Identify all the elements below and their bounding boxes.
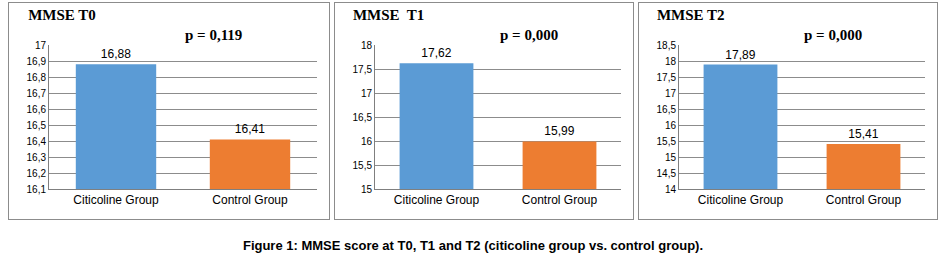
svg-text:17: 17 <box>361 88 373 99</box>
svg-text:16,2: 16,2 <box>27 168 47 179</box>
svg-text:17: 17 <box>35 40 47 51</box>
svg-text:MMSE T2: MMSE T2 <box>657 7 725 23</box>
svg-text:16: 16 <box>361 136 373 147</box>
svg-text:18: 18 <box>361 40 373 51</box>
svg-text:16,5: 16,5 <box>353 112 373 123</box>
svg-text:15,5: 15,5 <box>657 136 677 147</box>
svg-text:15,99: 15,99 <box>544 124 574 138</box>
svg-text:16,7: 16,7 <box>27 88 47 99</box>
svg-text:17,89: 17,89 <box>725 48 755 62</box>
svg-text:16,1: 16,1 <box>27 184 47 195</box>
svg-text:16: 16 <box>665 120 677 131</box>
svg-text:16,5: 16,5 <box>657 104 677 115</box>
svg-text:17,5: 17,5 <box>657 72 677 83</box>
svg-text:16,3: 16,3 <box>27 152 47 163</box>
svg-text:17,5: 17,5 <box>353 64 373 75</box>
svg-text:Control Group: Control Group <box>212 193 288 207</box>
svg-text:16,88: 16,88 <box>101 47 131 61</box>
svg-text:p = 0,119: p = 0,119 <box>185 27 242 43</box>
svg-text:Citicoline Group: Citicoline Group <box>394 193 480 207</box>
svg-text:18: 18 <box>665 56 677 67</box>
svg-text:18,5: 18,5 <box>657 40 677 51</box>
html-text:Figure 1: MMSE score at T0, T1: Figure 1: MMSE score at T0, T1 and T2 (c… <box>242 238 704 253</box>
svg-text:14,5: 14,5 <box>657 168 677 179</box>
svg-text:p = 0,000: p = 0,000 <box>804 27 862 43</box>
svg-text:Control Group: Control Group <box>522 193 598 207</box>
svg-text:16,8: 16,8 <box>27 72 47 83</box>
svg-text:MMSE T0: MMSE T0 <box>28 7 96 23</box>
svg-text:Control Group: Control Group <box>826 193 902 207</box>
svg-text:p = 0,000: p = 0,000 <box>500 27 558 43</box>
svg-text:15: 15 <box>361 184 373 195</box>
svg-text:Citicoline Group: Citicoline Group <box>73 193 159 207</box>
svg-text:17: 17 <box>665 88 677 99</box>
svg-text:15: 15 <box>665 152 677 163</box>
svg-text:16,41: 16,41 <box>235 122 265 136</box>
svg-text:17,62: 17,62 <box>421 46 451 60</box>
svg-text:15,41: 15,41 <box>848 127 878 141</box>
svg-text:MMSE T1: MMSE T1 <box>353 7 424 23</box>
svg-text:16,5: 16,5 <box>27 120 47 131</box>
svg-text:16,4: 16,4 <box>27 136 47 147</box>
svg-text:16,9: 16,9 <box>27 56 47 67</box>
svg-text:14: 14 <box>665 184 677 195</box>
svg-text:Citicoline Group: Citicoline Group <box>698 193 784 207</box>
svg-text:16,6: 16,6 <box>27 104 47 115</box>
svg-text:15,5: 15,5 <box>353 160 373 171</box>
